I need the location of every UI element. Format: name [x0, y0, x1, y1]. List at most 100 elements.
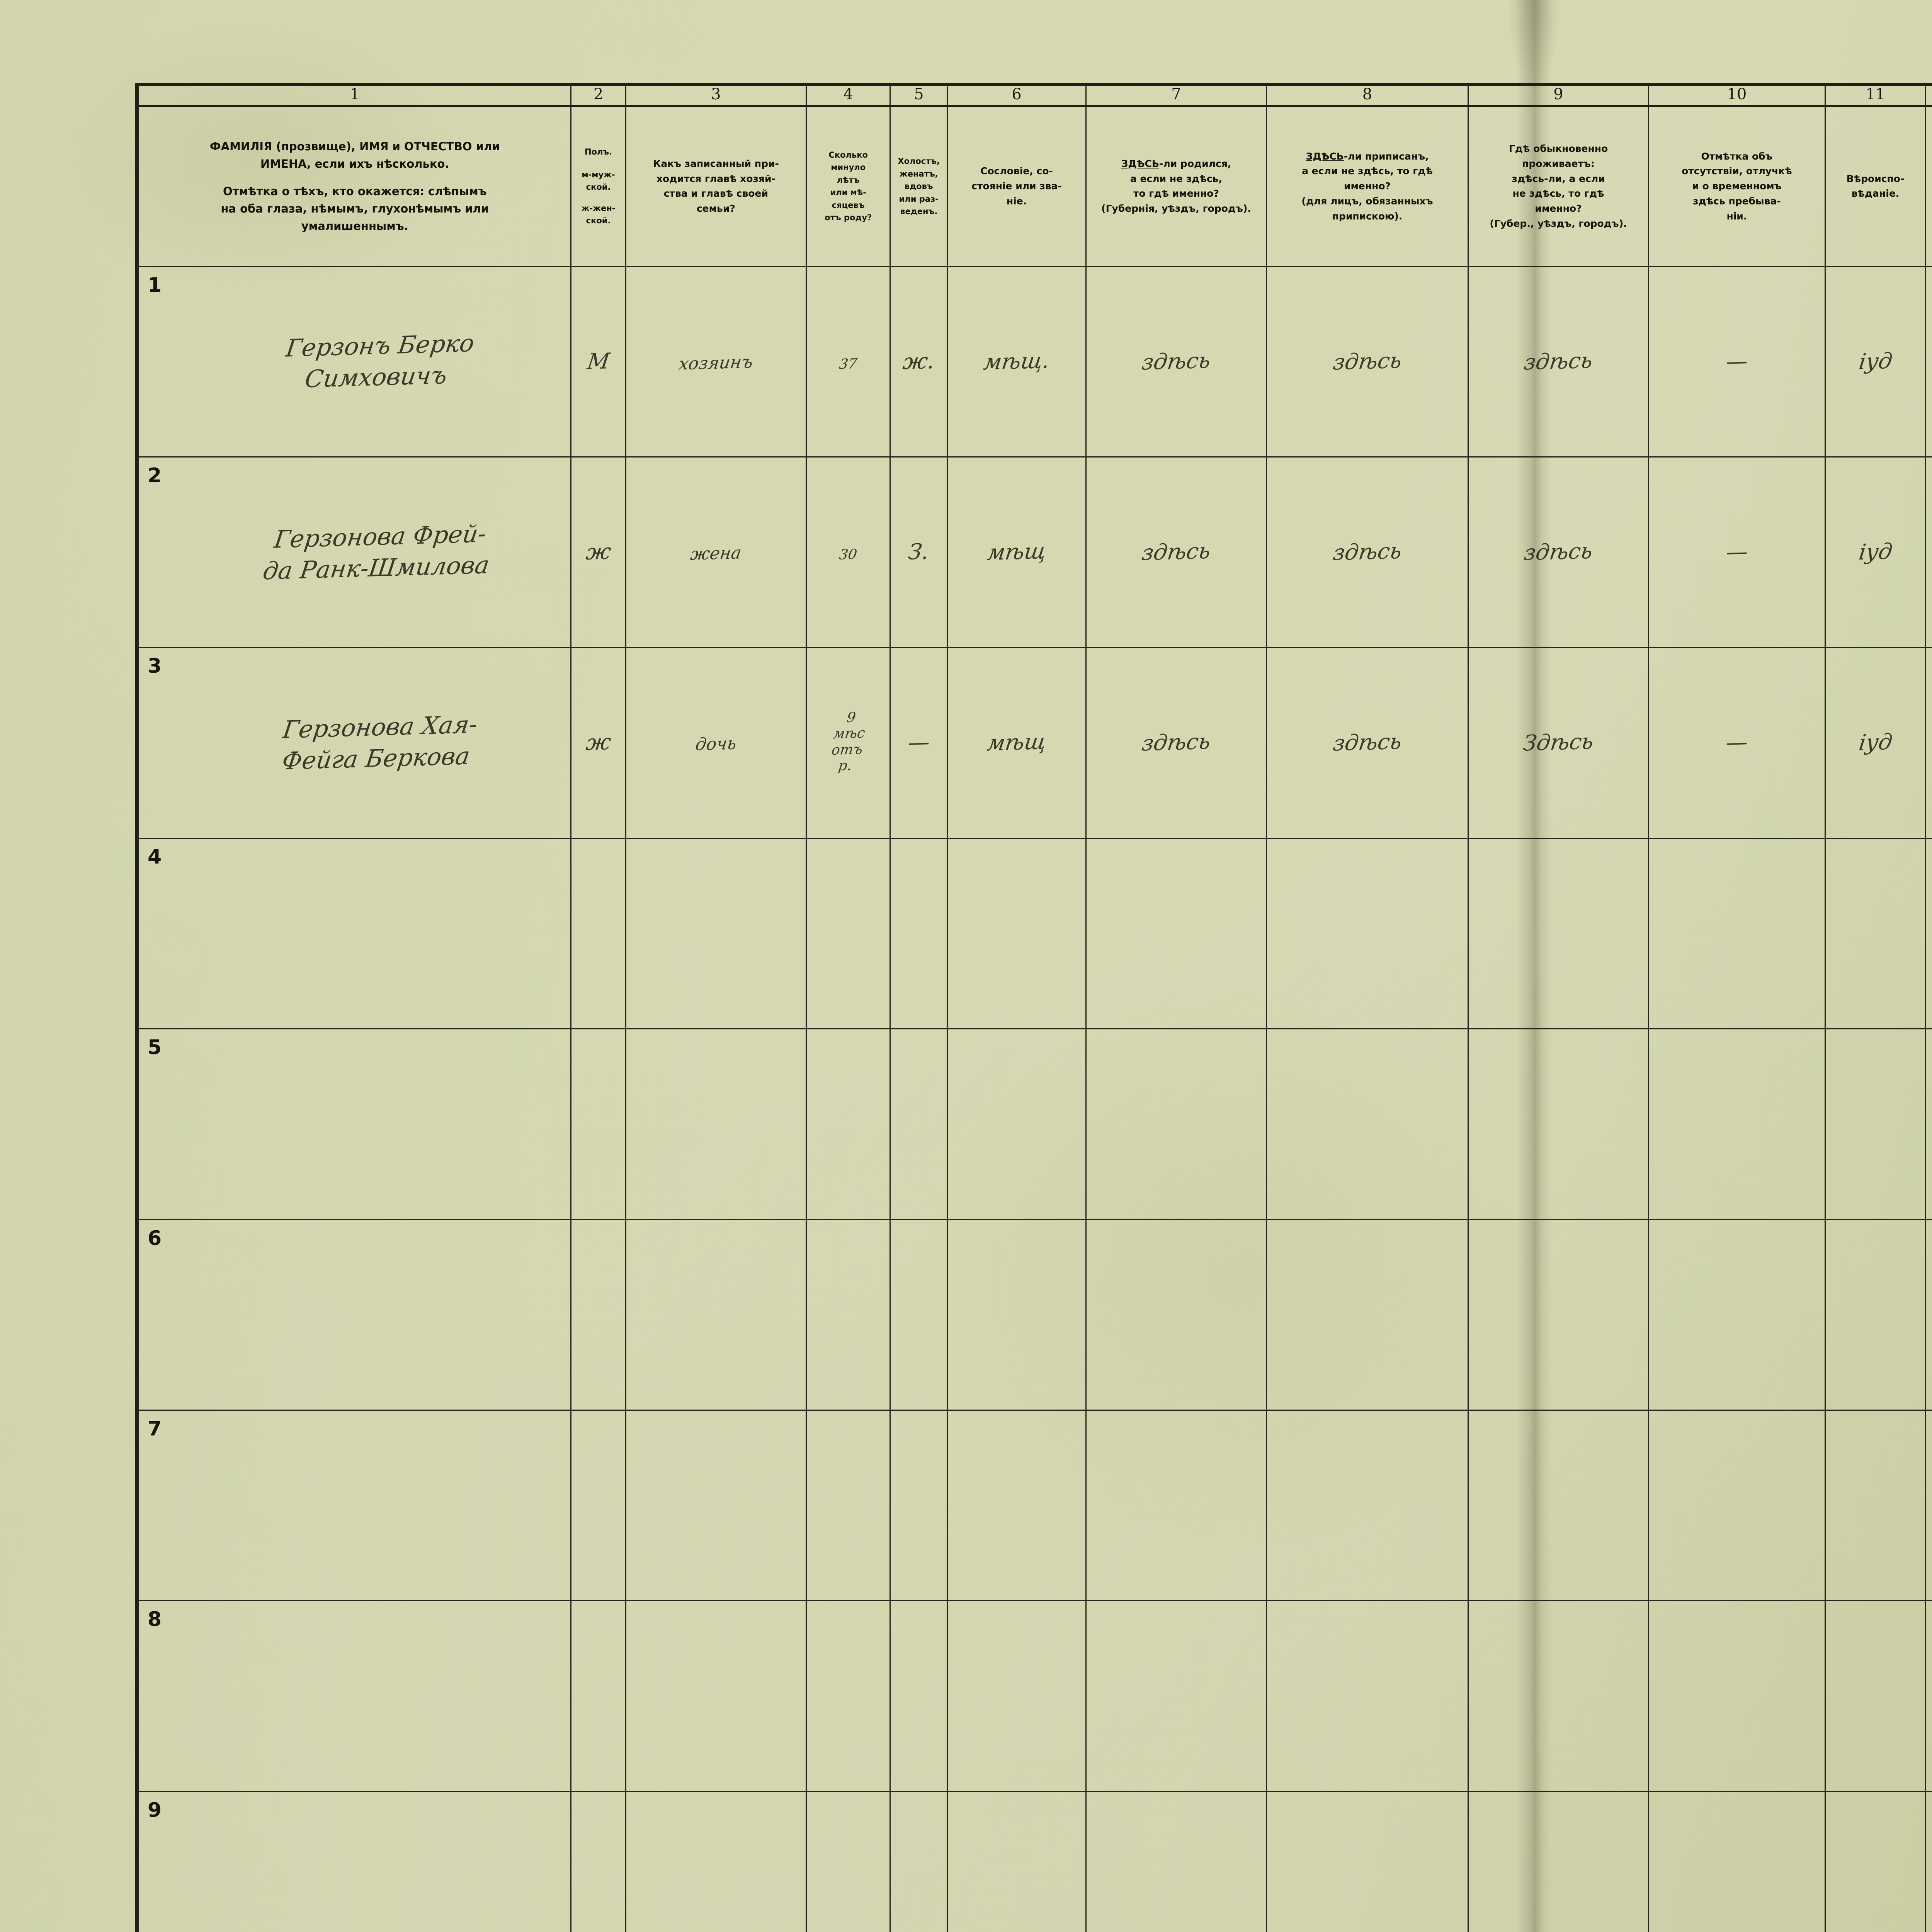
cell-absence[interactable]: — — [1648, 456, 1826, 648]
cell-age[interactable] — [806, 1791, 891, 1932]
cell-language[interactable] — [1925, 1600, 1932, 1792]
cell-estate[interactable] — [947, 1219, 1087, 1411]
cell-name[interactable]: 2 Герзонова Фрей- да Ранк-Шмилова — [138, 456, 572, 648]
cell-birthplace[interactable] — [1085, 1219, 1267, 1411]
table-row[interactable]: 2 Герзонова Фрей- да Ранк-Шмилова ж жена 30 З… — [138, 456, 1932, 648]
cell-birthplace[interactable] — [1085, 1600, 1267, 1792]
cell-sex[interactable] — [570, 1028, 626, 1220]
cell-age[interactable]: 37 — [806, 265, 891, 458]
cell-residence[interactable] — [1467, 1600, 1650, 1792]
cell-age[interactable] — [806, 1028, 891, 1220]
cell-birthplace[interactable] — [1085, 1791, 1267, 1932]
cell-registration[interactable] — [1266, 837, 1469, 1030]
cell-birthplace[interactable]: здѣсь — [1085, 647, 1267, 839]
cell-marital[interactable] — [889, 1791, 948, 1932]
cell-sex[interactable] — [570, 837, 626, 1030]
cell-absence[interactable] — [1648, 1600, 1826, 1792]
cell-sex[interactable] — [570, 1600, 626, 1792]
cell-religion[interactable] — [1824, 1791, 1927, 1932]
cell-language[interactable]: Евр — [1925, 265, 1932, 458]
cell-religion[interactable]: iуд — [1824, 647, 1927, 839]
cell-marital[interactable]: З. — [889, 456, 948, 648]
cell-language[interactable] — [1925, 837, 1932, 1030]
cell-residence[interactable] — [1467, 837, 1650, 1030]
cell-name[interactable]: 7 — [138, 1409, 572, 1602]
cell-absence[interactable] — [1648, 1409, 1826, 1602]
cell-residence[interactable] — [1467, 1219, 1650, 1411]
cell-absence[interactable]: — — [1648, 265, 1826, 458]
cell-age[interactable] — [806, 1409, 891, 1602]
cell-residence[interactable] — [1467, 1409, 1650, 1602]
cell-estate[interactable] — [947, 1600, 1087, 1792]
cell-marital[interactable] — [889, 1028, 948, 1220]
cell-estate[interactable]: мѣщ — [947, 456, 1087, 648]
cell-religion[interactable] — [1824, 1409, 1927, 1602]
cell-registration[interactable] — [1266, 1791, 1469, 1932]
cell-registration[interactable] — [1266, 1028, 1469, 1220]
table-row[interactable]: 612 — [138, 1219, 1932, 1411]
cell-language[interactable] — [1925, 1791, 1932, 1932]
cell-absence[interactable] — [1648, 837, 1826, 1030]
cell-residence[interactable] — [1467, 1791, 1650, 1932]
cell-relation[interactable]: жена — [625, 456, 807, 648]
cell-language[interactable] — [1925, 1409, 1932, 1602]
cell-religion[interactable]: iуд — [1824, 265, 1927, 458]
cell-marital[interactable] — [889, 1219, 948, 1411]
cell-absence[interactable]: — — [1648, 647, 1826, 839]
cell-birthplace[interactable]: здѣсь — [1085, 456, 1267, 648]
cell-sex[interactable]: ж — [570, 647, 626, 839]
cell-absence[interactable] — [1648, 1028, 1826, 1220]
cell-registration[interactable] — [1266, 1219, 1469, 1411]
table-row[interactable]: 812 — [138, 1600, 1932, 1792]
cell-estate[interactable]: мѣщ — [947, 647, 1087, 839]
cell-age[interactable] — [806, 1219, 891, 1411]
cell-registration[interactable] — [1266, 1600, 1469, 1792]
cell-religion[interactable] — [1824, 1219, 1927, 1411]
cell-birthplace[interactable] — [1085, 1409, 1267, 1602]
cell-absence[interactable] — [1648, 1219, 1826, 1411]
cell-age[interactable] — [806, 1600, 891, 1792]
cell-residence[interactable]: здѣсь — [1467, 265, 1650, 458]
cell-marital[interactable] — [889, 1409, 948, 1602]
cell-age[interactable] — [806, 837, 891, 1030]
cell-residence[interactable] — [1467, 1028, 1650, 1220]
table-row[interactable]: 712 — [138, 1409, 1932, 1602]
cell-name[interactable]: 1 Герзонъ Берко Симховичъ — [138, 265, 572, 458]
cell-estate[interactable] — [947, 1409, 1087, 1602]
cell-estate[interactable] — [947, 1028, 1087, 1220]
cell-name[interactable]: 6 — [138, 1219, 572, 1411]
cell-relation[interactable] — [625, 1600, 807, 1792]
cell-marital[interactable]: ж. — [889, 265, 948, 458]
cell-relation[interactable]: хозяинъ — [625, 265, 807, 458]
cell-relation[interactable] — [625, 1409, 807, 1602]
cell-language[interactable]: Евр — [1925, 456, 1932, 648]
cell-birthplace[interactable] — [1085, 1028, 1267, 1220]
cell-relation[interactable]: дочь — [625, 647, 807, 839]
cell-religion[interactable] — [1824, 1028, 1927, 1220]
cell-residence[interactable]: Здѣсь — [1467, 647, 1650, 839]
cell-sex[interactable] — [570, 1791, 626, 1932]
cell-name[interactable]: 4 — [138, 837, 572, 1030]
cell-sex[interactable] — [570, 1219, 626, 1411]
cell-language[interactable] — [1925, 1219, 1932, 1411]
cell-absence[interactable] — [1648, 1791, 1826, 1932]
cell-language[interactable]: Евр — [1925, 647, 1932, 839]
cell-birthplace[interactable] — [1085, 837, 1267, 1030]
cell-registration[interactable]: здѣсь — [1266, 647, 1469, 839]
cell-relation[interactable] — [625, 1219, 807, 1411]
cell-religion[interactable] — [1824, 1600, 1927, 1792]
cell-marital[interactable] — [889, 1600, 948, 1792]
cell-sex[interactable]: М — [570, 265, 626, 458]
cell-registration[interactable]: здѣсь — [1266, 265, 1469, 458]
cell-age[interactable]: 9 мѣс отъ р. — [806, 647, 891, 839]
table-row[interactable]: 412 — [138, 837, 1932, 1030]
cell-registration[interactable]: здѣсь — [1266, 456, 1469, 648]
table-row[interactable]: 912 — [138, 1791, 1932, 1932]
cell-sex[interactable] — [570, 1409, 626, 1602]
table-row[interactable]: 3 Герзонова Хая- Фейга Беркова ж дочь 9 мѣс … — [138, 647, 1932, 839]
cell-age[interactable]: 30 — [806, 456, 891, 648]
cell-relation[interactable] — [625, 837, 807, 1030]
cell-sex[interactable]: ж — [570, 456, 626, 648]
cell-name[interactable]: 5 — [138, 1028, 572, 1220]
